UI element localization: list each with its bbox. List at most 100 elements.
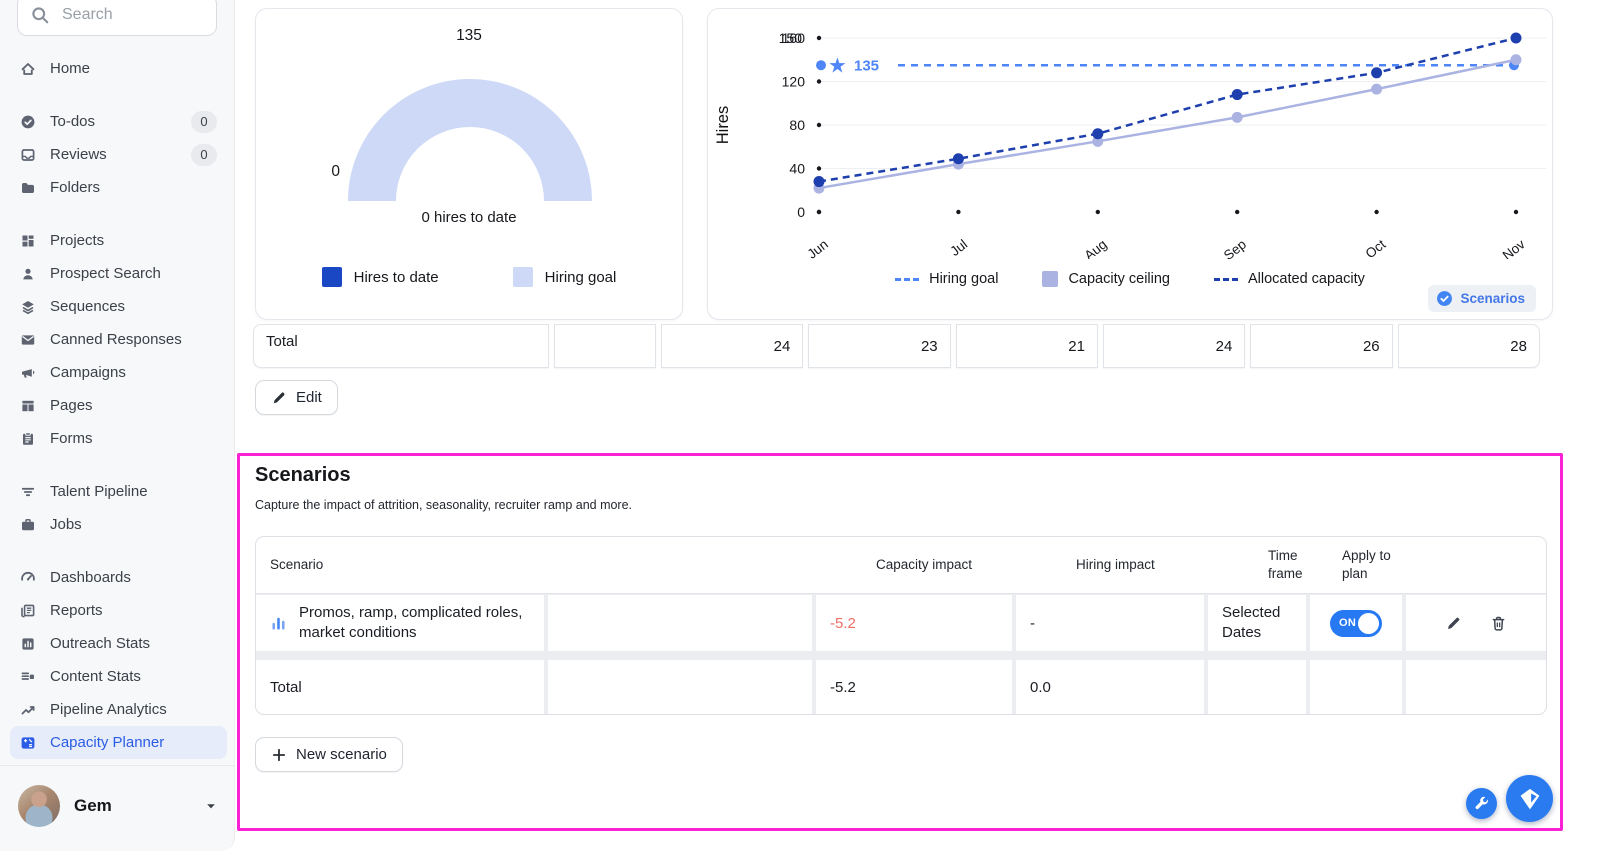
scenario-hiring-impact: - [1016,595,1204,651]
sidebar-item-dashboards[interactable]: Dashboards [10,561,227,594]
forms-icon [18,431,38,447]
svg-text:Aug: Aug [1081,237,1109,259]
legend-hiring-goal-line: Hiring goal [895,271,998,287]
sidebar-item-label: Pipeline Analytics [50,701,167,718]
monthly-total-cell: 26 [1250,324,1393,368]
edit-button[interactable]: Edit [255,380,338,415]
totals-spacer-cell [554,324,656,368]
sidebar-item-sequences[interactable]: Sequences [10,290,227,323]
gem-fab[interactable] [1506,775,1553,822]
scenarios-subtitle: Capture the impact of attrition, seasona… [255,498,633,512]
count-badge: 0 [191,143,217,166]
scenario-name-cell[interactable]: Promos, ramp, complicated roles, market … [256,595,544,651]
allocated-capacity-dash-swatch [1214,277,1238,281]
svg-text:160: 160 [782,30,806,46]
svg-text:Hires: Hires [714,106,732,145]
monthly-total-cell: 24 [1102,324,1246,368]
search-field[interactable] [60,5,204,25]
sidebar-item-reports[interactable]: Reports [10,594,227,627]
pencil-icon [271,390,287,406]
scenarios-badge[interactable]: Scenarios [1428,285,1536,312]
sidebar-item-label: Content Stats [50,668,141,685]
dashboards-icon [18,570,38,586]
legend-hiring-goal: Hiring goal [512,267,616,287]
apply-to-plan-toggle[interactable]: ON [1330,609,1382,637]
svg-text:135: 135 [854,58,879,75]
sidebar-item-outreach-stats[interactable]: Outreach Stats [10,627,227,660]
outreach-stats-icon [18,636,38,652]
sidebar-item-forms[interactable]: Forms [10,422,227,455]
search-input[interactable] [17,0,217,36]
sidebar-item-to-dos[interactable]: To-dos 0 [10,105,227,138]
legend-allocated-capacity: Allocated capacity [1214,271,1365,287]
header-apply-to-plan: Apply to plan [1342,547,1391,581]
sidebar-item-pages[interactable]: Pages [10,389,227,422]
svg-text:40: 40 [789,161,805,177]
gauge-arc [348,79,592,201]
chevron-down-icon [203,798,219,814]
sidebar-item-reviews[interactable]: Reviews 0 [10,138,227,171]
sidebar-nav: Home To-dos 0 Reviews 0 Folders Projects Prospe… [0,52,235,779]
sidebar-item-campaigns[interactable]: Campaigns [10,356,227,389]
sidebar-item-canned-responses[interactable]: Canned Responses [10,323,227,356]
total-empty-cell [548,660,812,714]
scenario-time-frame: Selected Dates [1208,595,1306,651]
pipeline-analytics-icon [18,702,38,718]
settings-fab[interactable] [1466,788,1497,819]
svg-text:0: 0 [797,204,805,220]
prospect-search-icon [18,266,38,282]
sidebar-item-projects[interactable]: Projects [10,224,227,257]
sidebar-item-talent-pipeline[interactable]: Talent Pipeline [10,475,227,508]
todos-icon [18,114,38,130]
total-apply-cell [1310,660,1402,714]
monthly-total-cell: 21 [955,324,1098,368]
sidebar-item-jobs[interactable]: Jobs [10,508,227,541]
edit-scenario-icon[interactable] [1445,615,1462,632]
sidebar-item-pipeline-analytics[interactable]: Pipeline Analytics [10,693,227,726]
home-icon [18,61,38,77]
profile-menu[interactable]: Gem [0,765,235,851]
toggle-knob [1358,612,1379,634]
legend-capacity-ceiling: Capacity ceiling [1042,271,1170,287]
scenario-empty-cell [548,595,812,651]
svg-text:80: 80 [789,117,805,133]
reviews-icon [18,147,38,163]
svg-text:Jun: Jun [804,237,830,259]
count-badge: 0 [191,110,217,133]
header-scenario: Scenario [270,556,324,572]
sidebar-item-folders[interactable]: Folders [10,171,227,204]
delete-scenario-icon[interactable] [1490,615,1507,632]
sidebar-item-content-stats[interactable]: Content Stats [10,660,227,693]
sidebar-item-capacity-planner[interactable]: Capacity Planner [10,726,227,759]
legend-hires-to-date: Hires to date [321,267,439,287]
capacity-planner-icon [18,735,38,751]
sidebar-item-prospect-search[interactable]: Prospect Search [10,257,227,290]
gem-logo-icon [1517,786,1543,812]
svg-text:Sep: Sep [1221,237,1249,259]
sequences-icon [18,299,38,315]
plan-totals-row: Total 24 23 21 24 26 28 [253,324,1540,368]
total-hiring-impact: 0.0 [1016,660,1204,714]
header-hiring-impact: Hiring impact [1076,556,1155,572]
monthly-total-cell: 24 [661,324,804,368]
sidebar-item-label: Reviews [50,146,107,163]
sidebar-item-label: Jobs [50,516,82,533]
svg-text:120: 120 [782,74,806,90]
monthly-total-cell: 23 [808,324,951,368]
sidebar-item-label: Talent Pipeline [50,483,148,500]
sidebar-item-label: To-dos [50,113,96,130]
gauge-caption: 0 hires to date [421,209,517,226]
new-scenario-button[interactable]: New scenario [255,737,403,772]
hires-to-date-swatch [321,267,342,287]
sidebar-item-label: Reports [50,602,103,619]
sidebar-item-label: Capacity Planner [50,734,165,751]
sidebar-item-label: Sequences [50,298,126,315]
scenarios-table: Scenario Capacity impact Hiring impact T… [255,536,1547,715]
total-actions-cell [1406,660,1546,714]
hiring-goal-dash-swatch [895,277,920,281]
sidebar-item-home[interactable]: Home [10,52,227,85]
sidebar-item-label: Pages [50,397,93,414]
talent-pipeline-icon [18,484,38,500]
svg-text:Nov: Nov [1500,236,1528,259]
gauge-max-label: 135 [456,27,482,44]
